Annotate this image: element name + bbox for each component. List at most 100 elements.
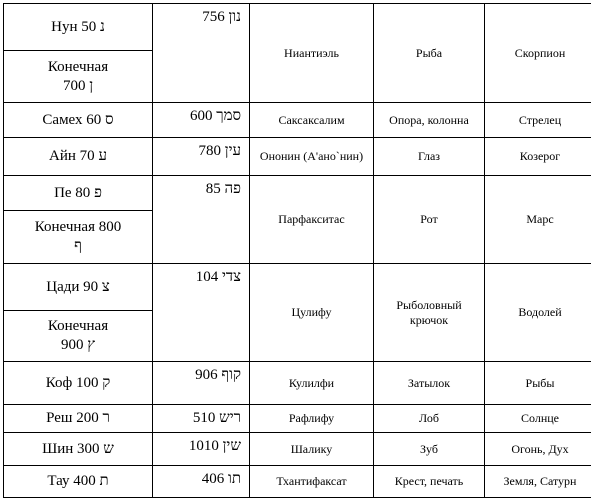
angel-name: Саксаксалим	[278, 112, 345, 127]
angel-name: Тхантифаксат	[276, 474, 347, 488]
letter-label: Самех 60 ס	[42, 111, 114, 128]
angel-name: Цулифу	[291, 305, 332, 319]
name-cell: Рафлифу	[249, 404, 374, 433]
table-row: Коф 100 ק 906 קוף Кулилфи Затылок Рыбы	[3, 361, 591, 405]
sign-text: Земля, Сатурн	[503, 474, 577, 488]
letter-label: Нун 50 נ	[51, 18, 105, 35]
table-row: Нун 50 נ 756 נון Ниантиэль Рыба Скорпион	[3, 3, 591, 103]
final-letter-cell: Конечная 900 ץ	[3, 310, 153, 362]
table-row: Айн 70 ע 780 עין Ононин (А'ано`нин) Глаз…	[3, 137, 591, 176]
letter-label: Реш 200 ר	[46, 410, 110, 426]
angel-name: Парфакситас	[278, 212, 345, 226]
sign-cell: Марс	[484, 175, 591, 264]
meaning-text: Затылок	[407, 375, 451, 390]
table-row: Реш 200 ר 510 ריש Рафлифу Лоб Солнце	[3, 404, 591, 433]
numeric-value: 756 נון	[202, 9, 241, 25]
name-cell: Кулилфи	[249, 361, 374, 405]
numeric-value: 85 פה	[205, 181, 241, 197]
sign-cell: Водолей	[484, 263, 591, 362]
sign-cell: Солнце	[484, 404, 591, 433]
final-letter-cell: Конечная 700 ן	[3, 50, 153, 103]
meaning-cell: Крест, печать	[373, 465, 485, 498]
letter-label: Цади 90 צ	[46, 278, 110, 295]
meaning-cell: Рот	[373, 175, 485, 264]
final-value: 900 ץ	[60, 337, 96, 353]
meaning-cell: Рыболовный крючок	[373, 263, 485, 362]
meaning-text: Крест, печать	[394, 474, 464, 488]
final-value: ף	[74, 238, 82, 254]
sign-text: Рыбы	[525, 375, 555, 390]
meaning-text: Зуб	[420, 441, 438, 456]
sign-text: Огонь, Дух	[511, 441, 569, 456]
meaning-text: Рот	[420, 212, 438, 226]
meaning-text: Глаз	[417, 149, 441, 163]
letter-label: Коф 100 ק	[45, 374, 111, 391]
final-letter-cell: Конечная 800 ף	[3, 210, 153, 264]
value-cell: 780 עין	[152, 137, 250, 176]
table-row: Шин 300 ש 1010 שין Шалику Зуб Огонь, Дух	[3, 432, 591, 466]
table-row: Самех 60 ס 600 סמך Саксаксалим Опора, ко…	[3, 102, 591, 138]
meaning-text: Опора, колонна	[389, 112, 469, 127]
sign-cell: Огонь, Дух	[484, 432, 591, 466]
final-value: 700 ן	[62, 77, 94, 94]
sign-text: Козерог	[519, 149, 561, 163]
letter-label: Шин 300 ש	[42, 440, 114, 457]
value-cell: 510 ריש	[152, 404, 250, 433]
letter-label: Айн 70 ע	[49, 148, 107, 164]
meaning-cell: Затылок	[373, 361, 485, 405]
letter-cell: Коф 100 ק	[3, 361, 153, 405]
value-cell: 104 צדי	[152, 263, 250, 362]
value-cell: 1010 שין	[152, 432, 250, 466]
name-cell: Парфакситас	[249, 175, 374, 264]
numeric-value: 1010 שין	[188, 438, 241, 454]
sign-cell: Земля, Сатурн	[484, 465, 591, 498]
angel-name: Ононин (А'ано`нин)	[259, 149, 364, 163]
sign-cell: Скорпион	[484, 3, 591, 103]
numeric-value: 780 עין	[198, 143, 242, 159]
letter-cell: Реш 200 ר	[3, 404, 153, 433]
table-row: Пе 80 פ 85 פה Парфакситас Рот Марс	[3, 175, 591, 264]
table-row-sub: Конечная 700 ן	[3, 50, 591, 103]
name-cell: Саксаксалим	[249, 102, 374, 138]
value-cell: 85 פה	[152, 175, 250, 264]
numeric-value: 510 ריש	[192, 410, 241, 426]
sign-cell: Рыбы	[484, 361, 591, 405]
letter-cell: Тау 400 ת	[3, 465, 153, 498]
letter-cell: Цади 90 צ	[3, 263, 153, 311]
table-row: Цади 90 צ 104 צדי Цулифу Рыболовный крюч…	[3, 263, 591, 362]
angel-name: Ниантиэль	[284, 45, 339, 60]
name-cell: Тхантифаксат	[249, 465, 374, 498]
sign-text: Марс	[526, 212, 554, 226]
letter-cell: Пе 80 פ	[3, 175, 153, 211]
angel-name: Кулилфи	[288, 375, 335, 390]
meaning-cell: Лоб	[373, 404, 485, 433]
numeric-value: 906 קוף	[195, 367, 241, 383]
meaning-cell: Глаз	[373, 137, 485, 176]
sign-text: Скорпион	[514, 45, 566, 60]
angel-name: Шалику	[290, 441, 333, 456]
sign-text: Стрелец	[518, 112, 562, 127]
meaning-cell: Зуб	[373, 432, 485, 466]
numeric-value: 406 תו	[201, 471, 241, 487]
meaning-text: Рыба	[415, 45, 443, 60]
letter-cell: Айн 70 ע	[3, 137, 153, 176]
letter-label: Тау 400 ת	[47, 473, 109, 489]
final-label: Конечная	[47, 58, 109, 75]
final-label: Конечная 800	[34, 219, 122, 235]
numeric-value: 600 סמך	[189, 108, 241, 124]
letter-cell: Самех 60 ס	[3, 102, 153, 138]
name-cell: Цулифу	[249, 263, 374, 362]
value-cell: 406 תו	[152, 465, 250, 498]
numeric-value: 104 צדי	[195, 269, 241, 285]
sign-cell: Стрелец	[484, 102, 591, 138]
letters-table: Нун 50 נ 756 נון Ниантиэль Рыба Скорпион…	[3, 3, 591, 498]
table-row-sub: Конечная 900 ץ	[3, 310, 591, 362]
meaning-text: Рыболовный крючок	[396, 297, 462, 327]
sign-text: Водолей	[518, 305, 562, 319]
name-cell: Шалику	[249, 432, 374, 466]
angel-name: Рафлифу	[288, 411, 335, 425]
name-cell: Ононин (А'ано`нин)	[249, 137, 374, 176]
meaning-cell: Опора, колонна	[373, 102, 485, 138]
meaning-text: Лоб	[419, 411, 439, 425]
value-cell: 906 קוף	[152, 361, 250, 405]
